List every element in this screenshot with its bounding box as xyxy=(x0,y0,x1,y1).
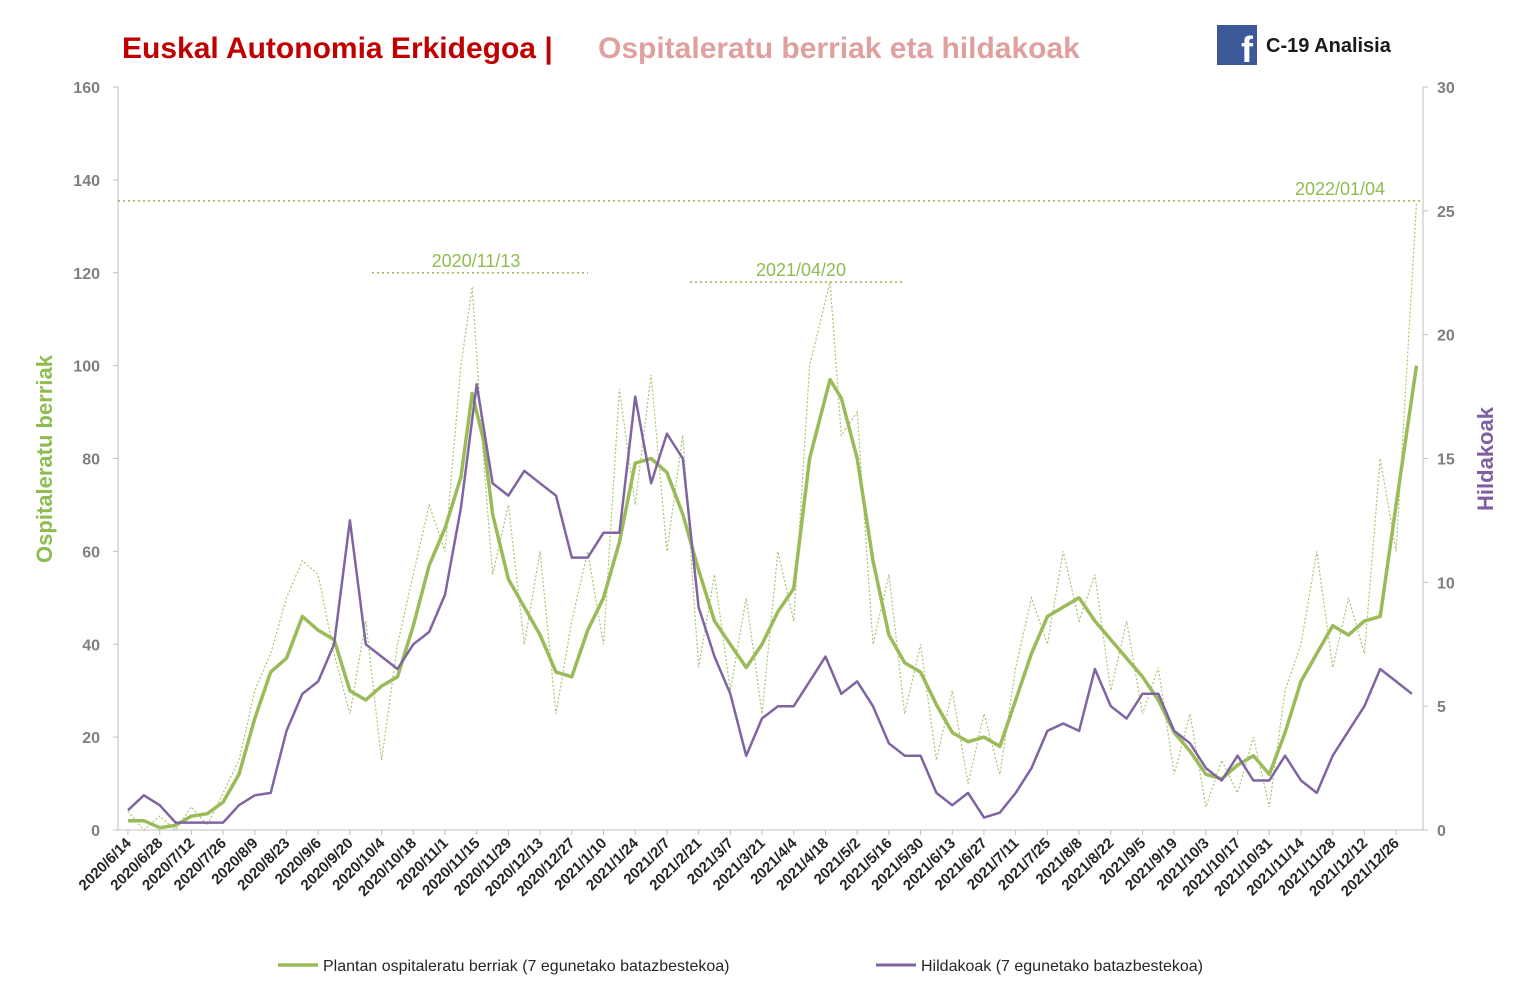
y-tick-label-right: 20 xyxy=(1437,328,1455,345)
series-deaths-line xyxy=(127,382,1413,824)
y-tick-label-right: 25 xyxy=(1437,204,1455,221)
legend-hospital-label: Plantan ospitaleratu berriak (7 egunetak… xyxy=(323,958,729,975)
y-tick-label-right: 30 xyxy=(1437,80,1455,97)
series-hospital-daily-line xyxy=(127,203,1418,831)
y-tick-label-left: 100 xyxy=(73,359,100,376)
y-tick-label-right: 0 xyxy=(1437,823,1446,840)
svg-text:f: f xyxy=(1241,29,1254,70)
y-tick-label-left: 40 xyxy=(82,637,100,654)
series-hospital-line xyxy=(128,365,1419,830)
y-ticks-right: 0 5 10 15 20 25 30 xyxy=(1423,80,1455,840)
y-tick-label-left: 120 xyxy=(73,266,100,283)
y-tick-label-left: 60 xyxy=(82,544,100,561)
right-axis-title: Hildakoak xyxy=(1473,406,1498,511)
brand-text: C-19 Analisia xyxy=(1266,35,1392,57)
y-ticks-left: 0 20 40 60 80 100 120 140 160 xyxy=(73,80,118,840)
series-layer xyxy=(127,203,1419,831)
y-tick-label-right: 10 xyxy=(1437,575,1455,592)
annotation-label: 2020/11/13 xyxy=(432,251,521,271)
y-tick-label-left: 20 xyxy=(82,730,100,747)
y-tick-label-left: 80 xyxy=(82,452,100,469)
left-axis-title: Ospitaleratu berriak xyxy=(32,354,57,563)
chart-title: Euskal Autonomia Erkidegoa | xyxy=(122,32,553,65)
y-tick-label-right: 15 xyxy=(1437,452,1455,469)
chart-subtitle: Ospitaleratu berriak eta hildakoak xyxy=(598,32,1080,65)
y-tick-label-left: 160 xyxy=(73,80,100,97)
legend-deaths-label: Hildakoak (7 egunetako batazbestekoa) xyxy=(921,958,1203,975)
brand-logo: f C-19 Analisia xyxy=(1217,25,1392,70)
y-tick-label-left: 0 xyxy=(91,823,100,840)
legend: Plantan ospitaleratu berriak (7 egunetak… xyxy=(278,958,1203,975)
x-ticks: 2020/6/142020/6/282020/7/122020/7/262020… xyxy=(76,830,1403,900)
facebook-icon xyxy=(1217,25,1257,65)
annotation-label: 2021/04/20 xyxy=(756,260,846,280)
annotation-label: 2022/01/04 xyxy=(1295,179,1385,199)
y-tick-label-left: 140 xyxy=(73,173,100,190)
y-tick-label-right: 5 xyxy=(1437,699,1446,716)
annotations: 2020/11/13 2021/04/20 2022/01/04 xyxy=(118,179,1423,283)
